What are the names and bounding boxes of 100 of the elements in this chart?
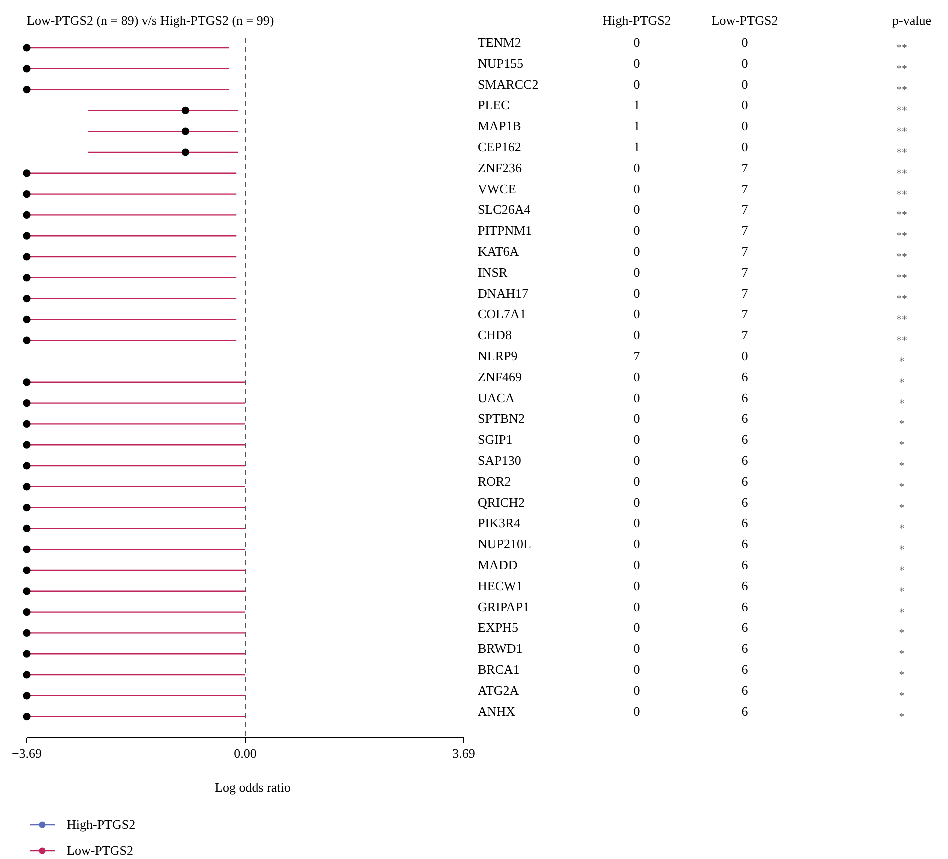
text: 0: [634, 328, 640, 343]
text: Low-PTGS2: [712, 13, 778, 28]
text: 7: [742, 244, 749, 259]
y-tick-label: ATG2A: [478, 682, 520, 698]
data-label: **: [896, 105, 908, 118]
data-label: *: [899, 418, 905, 431]
data-label: **: [896, 188, 908, 201]
data-label: *: [899, 440, 905, 452]
text: 7: [742, 264, 749, 280]
text: 6: [742, 599, 749, 614]
y-tick-label: SAP130: [478, 452, 522, 468]
text: Low-PTGS2: [67, 843, 134, 858]
text: 6: [742, 452, 749, 468]
data-label: *: [899, 502, 905, 514]
data-label: *: [899, 460, 905, 473]
y-tick-label: KAT6A: [478, 244, 520, 259]
x-tick-label: 0.00: [234, 746, 257, 761]
data-label: **: [896, 272, 908, 284]
data-label: **: [896, 210, 908, 222]
text: 0: [634, 76, 640, 92]
text: 6: [742, 557, 749, 572]
text: 0: [634, 432, 640, 448]
text: *: [899, 356, 905, 368]
y-tick-label: VWCE: [478, 181, 516, 196]
data-label: **: [896, 293, 908, 306]
text: 0: [634, 286, 640, 301]
text: 6: [742, 536, 749, 552]
data-label: *: [899, 523, 905, 536]
y-tick-label: SLC26A4: [478, 202, 532, 218]
text: 0: [634, 34, 640, 50]
y-tick-label: ANHX: [478, 704, 516, 719]
text: 0: [634, 494, 640, 510]
text: 6: [742, 474, 749, 489]
y-tick-label: SGIP1: [478, 432, 513, 448]
x-tick-label: 3.69: [452, 746, 476, 761]
text: 0: [634, 264, 640, 280]
y-tick-label: ZNF469: [478, 369, 522, 384]
text: 1: [634, 118, 640, 134]
data-label: *: [899, 670, 905, 682]
data-label: **: [896, 63, 908, 76]
y-tick-label: QRICH2: [478, 494, 525, 510]
text: 0: [634, 411, 640, 426]
y-tick-label: ROR2: [478, 474, 512, 489]
data-label: *: [899, 711, 905, 724]
text: 0: [634, 474, 640, 489]
text: 7: [634, 348, 641, 364]
y-tick-label: PLEC: [478, 98, 510, 113]
text: 6: [742, 704, 749, 719]
data-label: *: [899, 586, 905, 598]
x-tick-label: −3.69: [12, 746, 42, 761]
text: p-value: [892, 13, 932, 28]
text: 7: [742, 160, 749, 176]
text: 0: [742, 76, 748, 92]
text: 7: [742, 223, 749, 238]
y-tick-label: EXPH5: [478, 620, 518, 636]
y-tick-label: BRCA1: [478, 662, 520, 677]
y-tick-label: TENM2: [478, 34, 522, 50]
data-label: **: [896, 126, 908, 138]
text: 0: [742, 98, 748, 113]
text: 7: [742, 181, 749, 196]
text: 6: [742, 662, 749, 677]
text: 0: [634, 557, 640, 572]
text: 6: [742, 682, 749, 698]
text: 0: [634, 704, 640, 719]
text: 0: [634, 682, 640, 698]
y-tick-label: ZNF236: [478, 160, 523, 176]
data-label: **: [896, 252, 908, 264]
text: 0: [742, 118, 748, 134]
text: 0: [634, 620, 640, 636]
data-label: *: [899, 690, 905, 702]
data-label: **: [896, 335, 908, 348]
y-tick-label: MADD: [478, 557, 518, 572]
text: 0: [634, 452, 640, 468]
data-label: **: [896, 147, 908, 160]
y-tick-label: CHD8: [478, 328, 512, 343]
data-label: *: [899, 481, 905, 494]
text: 0: [742, 56, 748, 71]
text: 1: [634, 139, 640, 154]
y-tick-label: NUP155: [478, 56, 524, 71]
text: 0: [742, 139, 748, 154]
text: 1: [634, 98, 640, 113]
text: 0: [634, 306, 640, 322]
text: 0: [634, 578, 640, 594]
y-tick-label: NUP210L: [478, 536, 532, 552]
text: 0: [634, 662, 640, 677]
text: 0: [634, 56, 640, 71]
text: 0: [634, 244, 640, 259]
data-label: **: [896, 314, 908, 326]
text: 0: [634, 599, 640, 614]
text: 6: [742, 516, 749, 531]
y-tick-label: COL7A1: [478, 306, 526, 322]
data-label: *: [899, 648, 905, 661]
y-tick-label: PITPNM1: [478, 223, 532, 238]
chart-title: Low-PTGS2 (n = 89) v/s High-PTGS2 (n = 99): [27, 13, 274, 28]
y-tick-label: UACA: [478, 390, 516, 406]
text: 0: [634, 641, 640, 656]
text: 0: [634, 369, 640, 384]
y-tick-label: CEP162: [478, 139, 522, 154]
text: 7: [742, 328, 749, 343]
data-label: *: [899, 398, 905, 410]
